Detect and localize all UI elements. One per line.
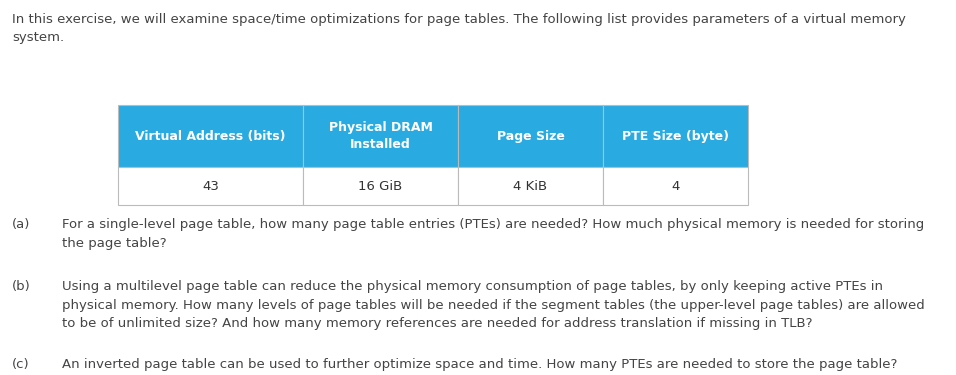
Bar <box>303 167 458 205</box>
Bar <box>118 105 303 167</box>
Text: PTE Size (byte): PTE Size (byte) <box>622 129 729 142</box>
Text: In this exercise, we will examine space/time optimizations for page tables. The : In this exercise, we will examine space/… <box>12 13 906 26</box>
Text: (c): (c) <box>12 358 30 371</box>
Bar <box>603 105 748 167</box>
Text: (a): (a) <box>12 218 31 231</box>
Text: Physical DRAM
Installed: Physical DRAM Installed <box>329 121 432 151</box>
Text: An inverted page table can be used to further optimize space and time. How many : An inverted page table can be used to fu… <box>62 358 912 375</box>
Bar <box>458 167 603 205</box>
Text: 4: 4 <box>671 180 680 192</box>
Text: 43: 43 <box>202 180 219 192</box>
Text: 4 KiB: 4 KiB <box>513 180 548 192</box>
Text: Virtual Address (bits): Virtual Address (bits) <box>135 129 286 142</box>
Text: Using a multilevel page table can reduce the physical memory consumption of page: Using a multilevel page table can reduce… <box>62 280 924 330</box>
Bar <box>603 167 748 205</box>
Text: (b): (b) <box>12 280 31 293</box>
Text: Page Size: Page Size <box>496 129 564 142</box>
Bar <box>458 105 603 167</box>
Bar <box>118 167 303 205</box>
Text: For a single-level page table, how many page table entries (PTEs) are needed? Ho: For a single-level page table, how many … <box>62 218 924 249</box>
Text: system.: system. <box>12 30 64 44</box>
Text: 16 GiB: 16 GiB <box>358 180 402 192</box>
Bar <box>303 105 458 167</box>
